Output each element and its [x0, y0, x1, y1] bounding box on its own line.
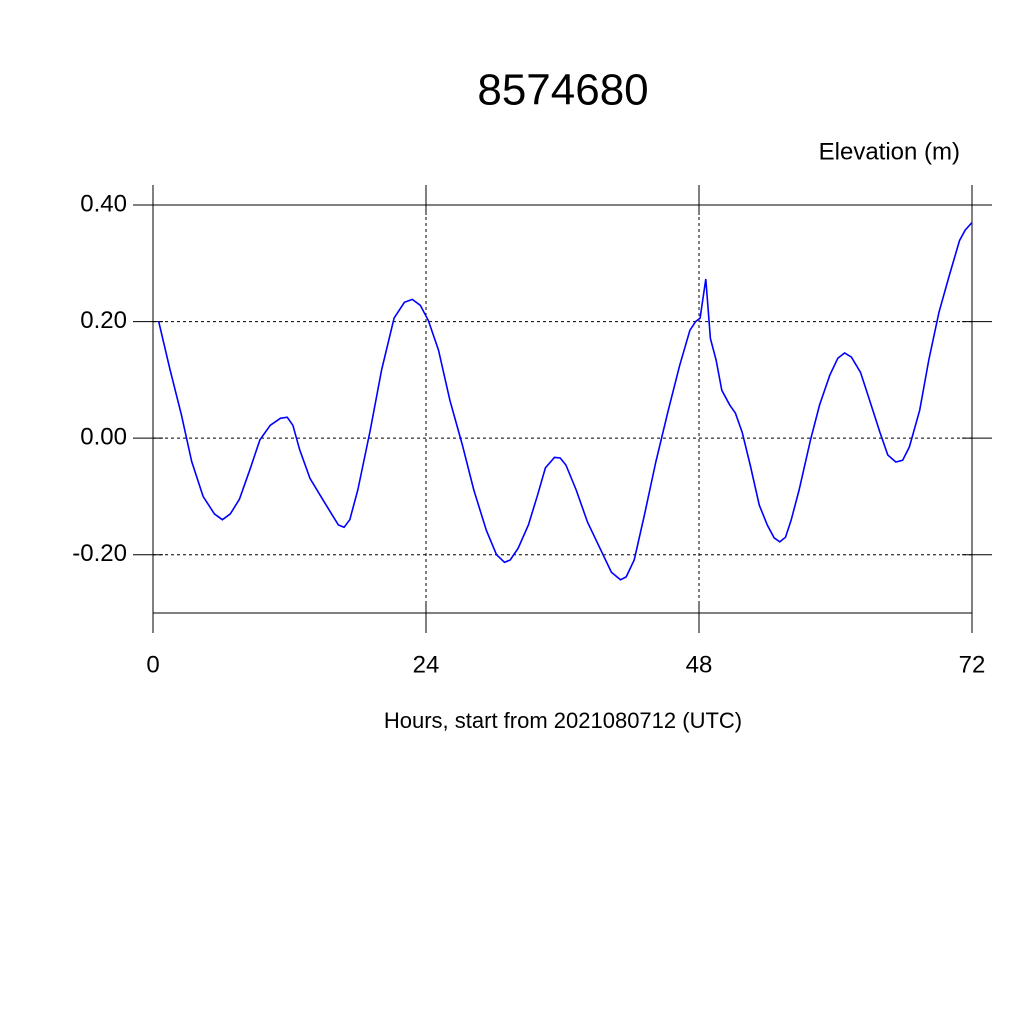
x-tick-label: 0	[146, 651, 159, 678]
x-tick-label: 72	[959, 651, 986, 678]
y-tick-label: -0.20	[72, 540, 127, 567]
y-tick-label: 0.40	[80, 190, 127, 217]
plot-frame	[152, 204, 973, 614]
x-axis-label: Hours, start from 2021080712 (UTC)	[384, 708, 742, 733]
x-tick-label: 48	[686, 651, 713, 678]
chart-title: 8574680	[477, 66, 648, 115]
y-tick-label: 0.20	[80, 307, 127, 334]
series-line	[157, 221, 973, 581]
y-tick-label: 0.00	[80, 423, 127, 450]
y-axis-label: Elevation (m)	[819, 138, 960, 165]
x-tick-label: 24	[413, 651, 440, 678]
